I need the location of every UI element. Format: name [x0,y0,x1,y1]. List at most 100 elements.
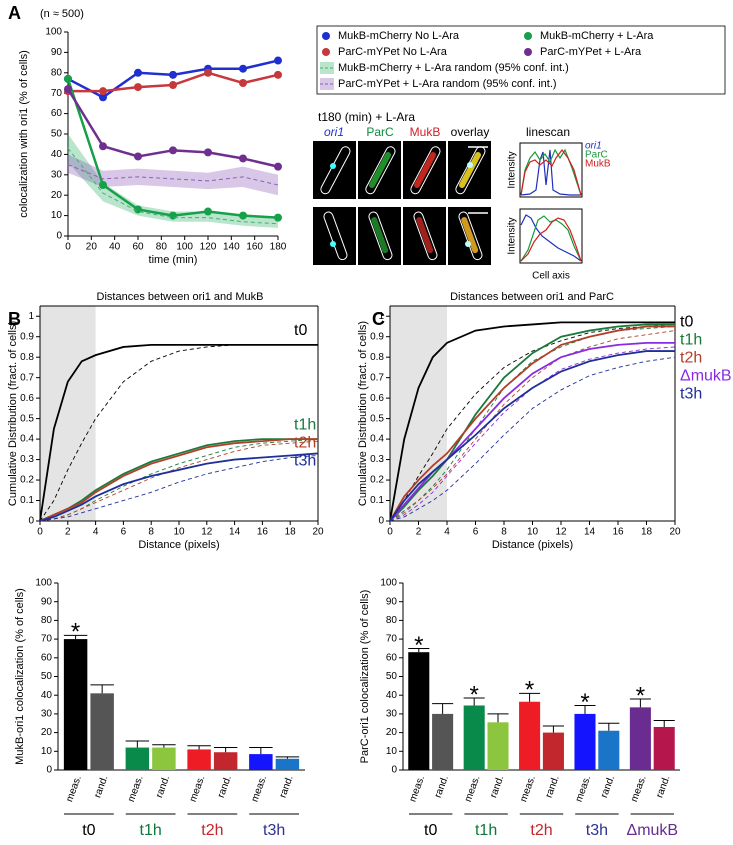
x-tick-label: 10 [527,527,539,538]
channel-label: overlay [451,125,490,139]
series-line [39,440,319,522]
y-tick-label: 60 [386,652,398,663]
series-line [389,341,675,522]
series-line [389,350,675,522]
y-tick-label: 70 [51,88,63,99]
micrograph: t180 (min) + L-Ara ori1 ParC MukB overla… [313,110,611,282]
y-tick-label: 40 [41,690,53,701]
channel-label: MukB [410,125,441,139]
legend-label: ParC-mYPet No L-Ara [338,46,448,58]
bar [249,754,273,770]
chart-title: Distances between ori1 and ParC [450,291,614,303]
bar [519,701,541,770]
confidence-band [68,134,278,228]
focus [465,241,471,247]
micrograph-title: t180 (min) + L-Ara [318,110,415,124]
point [134,68,142,77]
y-tick-label: 0.5 [370,413,384,424]
group-label: t1h [140,822,162,839]
x-tick-label: 6 [473,527,479,538]
group-label: t2h [201,822,223,839]
chart-title: (n ≈ 500) [40,8,84,20]
x-tick-label: 20 [312,527,324,538]
point [169,70,177,79]
linescan-y-label: Intensity [507,217,518,254]
y-tick-label: 0.9 [370,331,384,342]
legend-label: MukB-mCherry + L-Ara [540,30,654,42]
series-line [389,321,675,522]
y-axis-label: MukB-ori1 colocalization (% of cells) [14,588,26,765]
x-tick-label: 0 [37,527,43,538]
point [169,81,177,90]
bar [432,713,454,770]
bar [63,639,88,770]
y-tick-label: 0.7 [370,372,384,383]
point [99,87,107,96]
series-line [389,356,676,522]
signal [461,217,479,254]
series-label: t0 [294,322,307,339]
x-tick-label: rand. [488,774,506,799]
bar [408,652,430,770]
y-tick-label: 30 [386,709,398,720]
y-tick-label: 0.5 [20,413,34,424]
significance-star: * [71,619,80,646]
signal [369,151,391,189]
cell-image [313,207,356,265]
y-axis-label: Cumulative Distribution (fract. of cells… [7,321,19,506]
linescan-curve [520,217,582,262]
y-tick-label: 0.2 [370,475,384,486]
x-tick-label: meas. [126,774,146,803]
series-line [39,452,319,522]
legend-swatch [322,32,330,40]
linescans: Intensity Intensity Cell axis ori1 ParC … [507,141,611,282]
group-label: t0 [424,822,437,839]
point [274,162,282,171]
cell-outline [368,211,393,261]
signal [459,151,481,189]
bar [463,705,485,770]
bar [629,707,651,770]
x-tick-label: 16 [612,527,624,538]
y-tick-label: 90 [51,47,63,58]
point [239,79,247,87]
x-tick-label: 8 [501,527,507,538]
point [64,74,72,83]
y-tick-label: 10 [51,210,63,221]
shaded-region [40,306,96,521]
legend-swatch [322,48,330,56]
cell-outline [413,211,438,261]
y-tick-label: 100 [35,578,52,589]
linescan-y-label: Intensity [507,151,518,188]
x-tick-label: 4 [444,527,450,538]
y-tick-label: 20 [386,727,398,738]
group-label: t3h [586,822,608,839]
series-label: t1h [294,416,316,433]
focus [330,241,336,247]
y-tick-label: 0.8 [370,352,384,363]
y-tick-label: 0 [56,231,62,242]
x-tick-label: rand. [433,774,451,799]
linescan-title: linescan [526,125,570,139]
point [274,56,282,65]
x-tick-label: 2 [65,527,71,538]
legend-label: MukB-mCherry + L-Ara random (95% conf. i… [338,62,569,74]
series-label: ΔmukB [680,368,732,385]
linescan-frame [519,142,583,198]
y-tick-label: 0.3 [370,454,384,465]
y-tick-label: 30 [41,709,53,720]
x-tick-label: rand. [154,774,172,799]
y-tick-label: 10 [386,746,398,757]
bar [574,713,596,770]
x-tick-label: meas. [188,774,208,803]
x-tick-label: 14 [229,527,241,538]
bar [275,758,300,770]
legend-label: ParC-mYPet + L-Ara [540,46,642,58]
y-tick-label: 20 [51,190,63,201]
bar [487,722,509,770]
x-tick-label: 80 [156,242,168,253]
series-line [389,346,676,522]
series-line [39,438,318,522]
x-tick-label: 12 [201,527,213,538]
x-tick-label: 60 [132,242,144,253]
